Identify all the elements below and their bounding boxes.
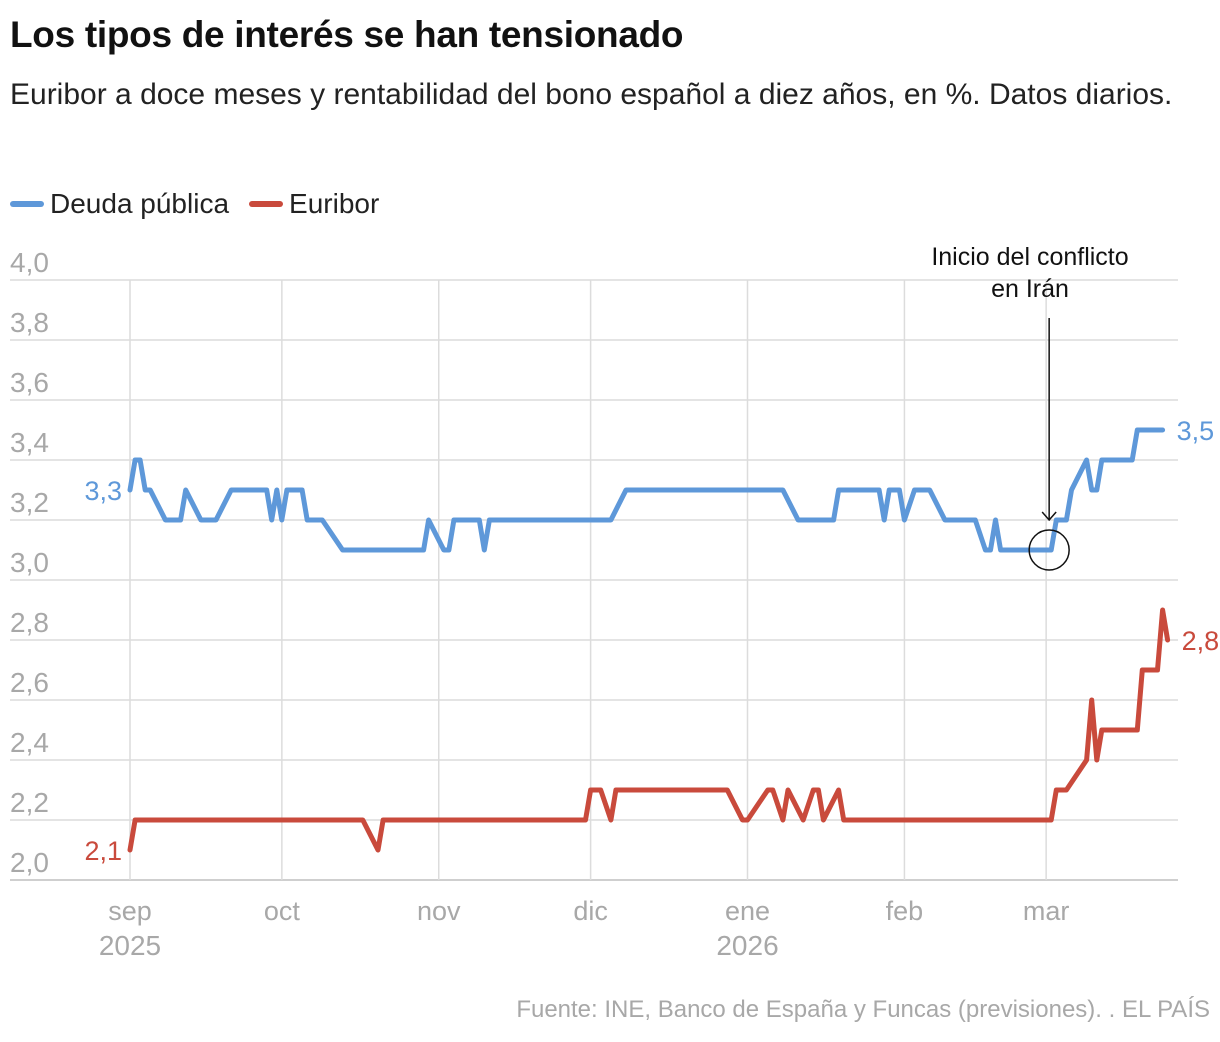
y-tick-label: 3,2: [10, 487, 49, 518]
start-value-label-euribor: 2,1: [84, 836, 122, 866]
annotation-circle: [1028, 529, 1070, 571]
source-note: Fuente: INE, Banco de España y Funcas (p…: [516, 996, 1210, 1023]
x-tick-year-label: 2026: [716, 930, 778, 961]
y-axis: 2,0 2,2 2,4 2,6 2,8 3,0 3,2 3,4 3,6 3,8 4,0: [10, 247, 49, 878]
end-value-label-euribor: 2,8: [1182, 626, 1220, 656]
chart-title: Los tipos de interés se han tensionado: [10, 14, 684, 55]
y-tick-label: 3,0: [10, 547, 49, 578]
y-tick-label: 4,0: [10, 247, 49, 278]
annotation-arrowhead: [1041, 511, 1057, 522]
annotation-text-line1: Inicio del conflicto: [931, 243, 1128, 271]
y-tick-label: 3,4: [10, 427, 49, 458]
annotation: Inicio del conflicto en Irán: [931, 243, 1129, 571]
series-line-deuda: [127, 427, 1166, 553]
legend: Deuda pública Euribor: [10, 188, 399, 220]
y-tick-label: 2,6: [10, 667, 49, 698]
y-tick-label: 2,4: [10, 727, 49, 758]
x-tick-label: ene: [725, 896, 770, 926]
x-tick-label: oct: [264, 896, 301, 926]
legend-swatch-euribor: [249, 201, 284, 207]
y-tick-label: 2,0: [10, 847, 49, 878]
series-line-euribor: [127, 607, 1171, 853]
legend-swatch-deuda: [10, 201, 44, 207]
x-tick-label: sep: [108, 896, 152, 926]
line-chart: 2,0 2,2 2,4 2,6 2,8 3,0 3,2 3,4 3,6 3,8 4,0 sep 202…: [10, 243, 1219, 961]
series: 3,3 3,5 2,1 2,8: [84, 416, 1219, 866]
end-value-label-deuda: 3,5: [1177, 416, 1215, 446]
x-tick-label: feb: [886, 896, 924, 926]
y-tick-label: 2,2: [10, 787, 49, 818]
y-tick-label: 3,6: [10, 367, 49, 398]
x-tick-label: nov: [417, 896, 461, 926]
start-value-label-deuda: 3,3: [84, 476, 122, 506]
x-tick-label: mar: [1023, 896, 1070, 926]
x-tick-label: dic: [573, 896, 608, 926]
y-tick-label: 2,8: [10, 607, 49, 638]
x-axis: sep 2025 oct nov dic ene 2026 feb mar: [99, 896, 1070, 961]
legend-label-deuda: Deuda pública: [50, 188, 230, 219]
legend-label-euribor: Euribor: [289, 188, 380, 219]
y-tick-label: 3,8: [10, 307, 49, 338]
annotation-text-line2: en Irán: [991, 275, 1069, 303]
x-tick-year-label: 2025: [99, 930, 161, 961]
legend-item-deuda: Deuda pública: [10, 188, 229, 220]
chart-subtitle: Euribor a doce meses y rentabilidad del …: [10, 78, 1173, 111]
legend-item-euribor: Euribor: [249, 188, 379, 220]
